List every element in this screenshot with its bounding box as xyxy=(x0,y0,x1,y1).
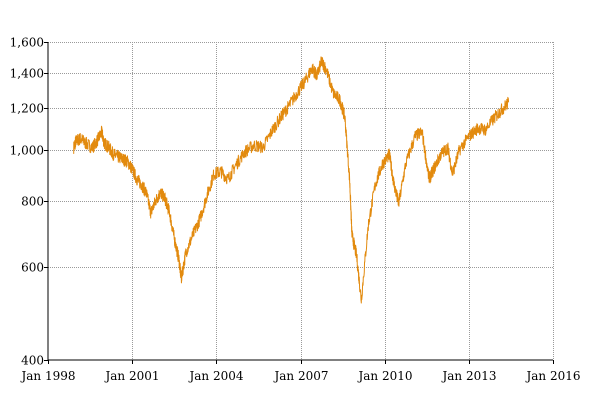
grid xyxy=(48,42,554,360)
x-tick-label: Jan 2013 xyxy=(440,369,496,383)
x-tick-label: Jan 2001 xyxy=(103,369,159,383)
series-group xyxy=(73,56,510,304)
y-tick-label: 1,600 xyxy=(10,36,44,50)
x-tick-label: Jan 2004 xyxy=(187,369,243,383)
x-tick-label: Jan 2016 xyxy=(524,369,580,383)
y-tick-label: 1,400 xyxy=(10,67,44,81)
x-tick-label: Jan 2007 xyxy=(272,369,328,383)
y-tick-label: 800 xyxy=(21,195,44,209)
y-tick-label: 400 xyxy=(21,354,44,368)
series-line xyxy=(73,56,510,304)
x-tick-label: Jan 1998 xyxy=(19,369,75,383)
x-tick-label: Jan 2010 xyxy=(356,369,412,383)
y-tick-label: 1,000 xyxy=(10,144,44,158)
y-tick-label: 1,200 xyxy=(10,102,44,116)
y-tick-label: 600 xyxy=(21,261,44,275)
